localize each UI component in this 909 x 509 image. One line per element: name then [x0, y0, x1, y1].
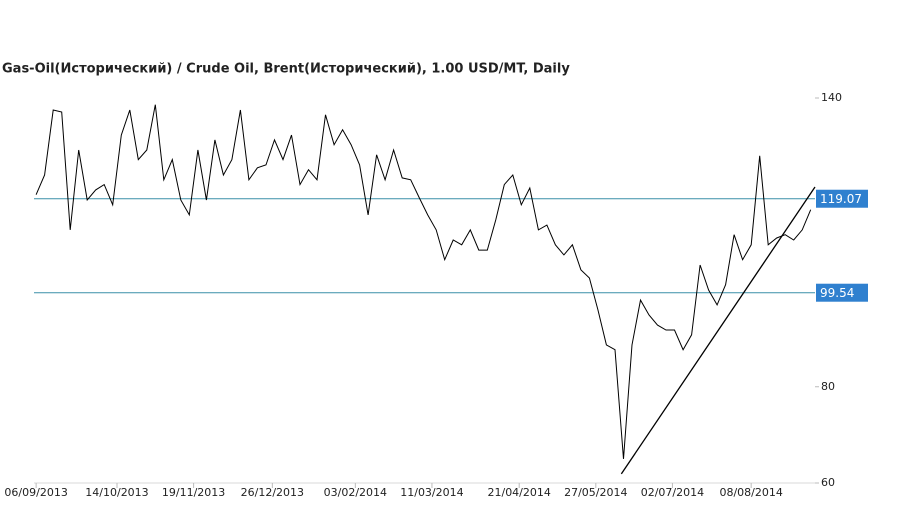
y-tick-label: 80 [821, 380, 835, 393]
level-label-box [816, 189, 868, 208]
x-tick-label: 02/07/2014 [641, 486, 704, 499]
x-tick-label: 21/04/2014 [487, 486, 550, 499]
x-tick-label: 08/08/2014 [719, 486, 782, 499]
x-tick-label: 11/03/2014 [400, 486, 463, 499]
level-label-box [816, 283, 868, 302]
x-tick-label: 19/11/2013 [162, 486, 225, 499]
y-tick-label: 140 [821, 91, 842, 104]
x-tick-label: 27/05/2014 [564, 486, 627, 499]
level-label: 99.54 [820, 286, 854, 300]
x-tick-label: 14/10/2013 [85, 486, 148, 499]
price-line [35, 104, 812, 459]
level-label: 119.07 [820, 192, 862, 206]
x-tick-label: 03/02/2014 [324, 486, 387, 499]
y-tick-label: 60 [821, 476, 835, 489]
chart-title: Gas-Oil(Исторический) / Crude Oil, Brent… [2, 62, 570, 77]
x-tick-label: 26/12/2013 [241, 486, 304, 499]
x-tick-label: 06/09/2013 [4, 486, 67, 499]
trend-line [620, 186, 816, 475]
